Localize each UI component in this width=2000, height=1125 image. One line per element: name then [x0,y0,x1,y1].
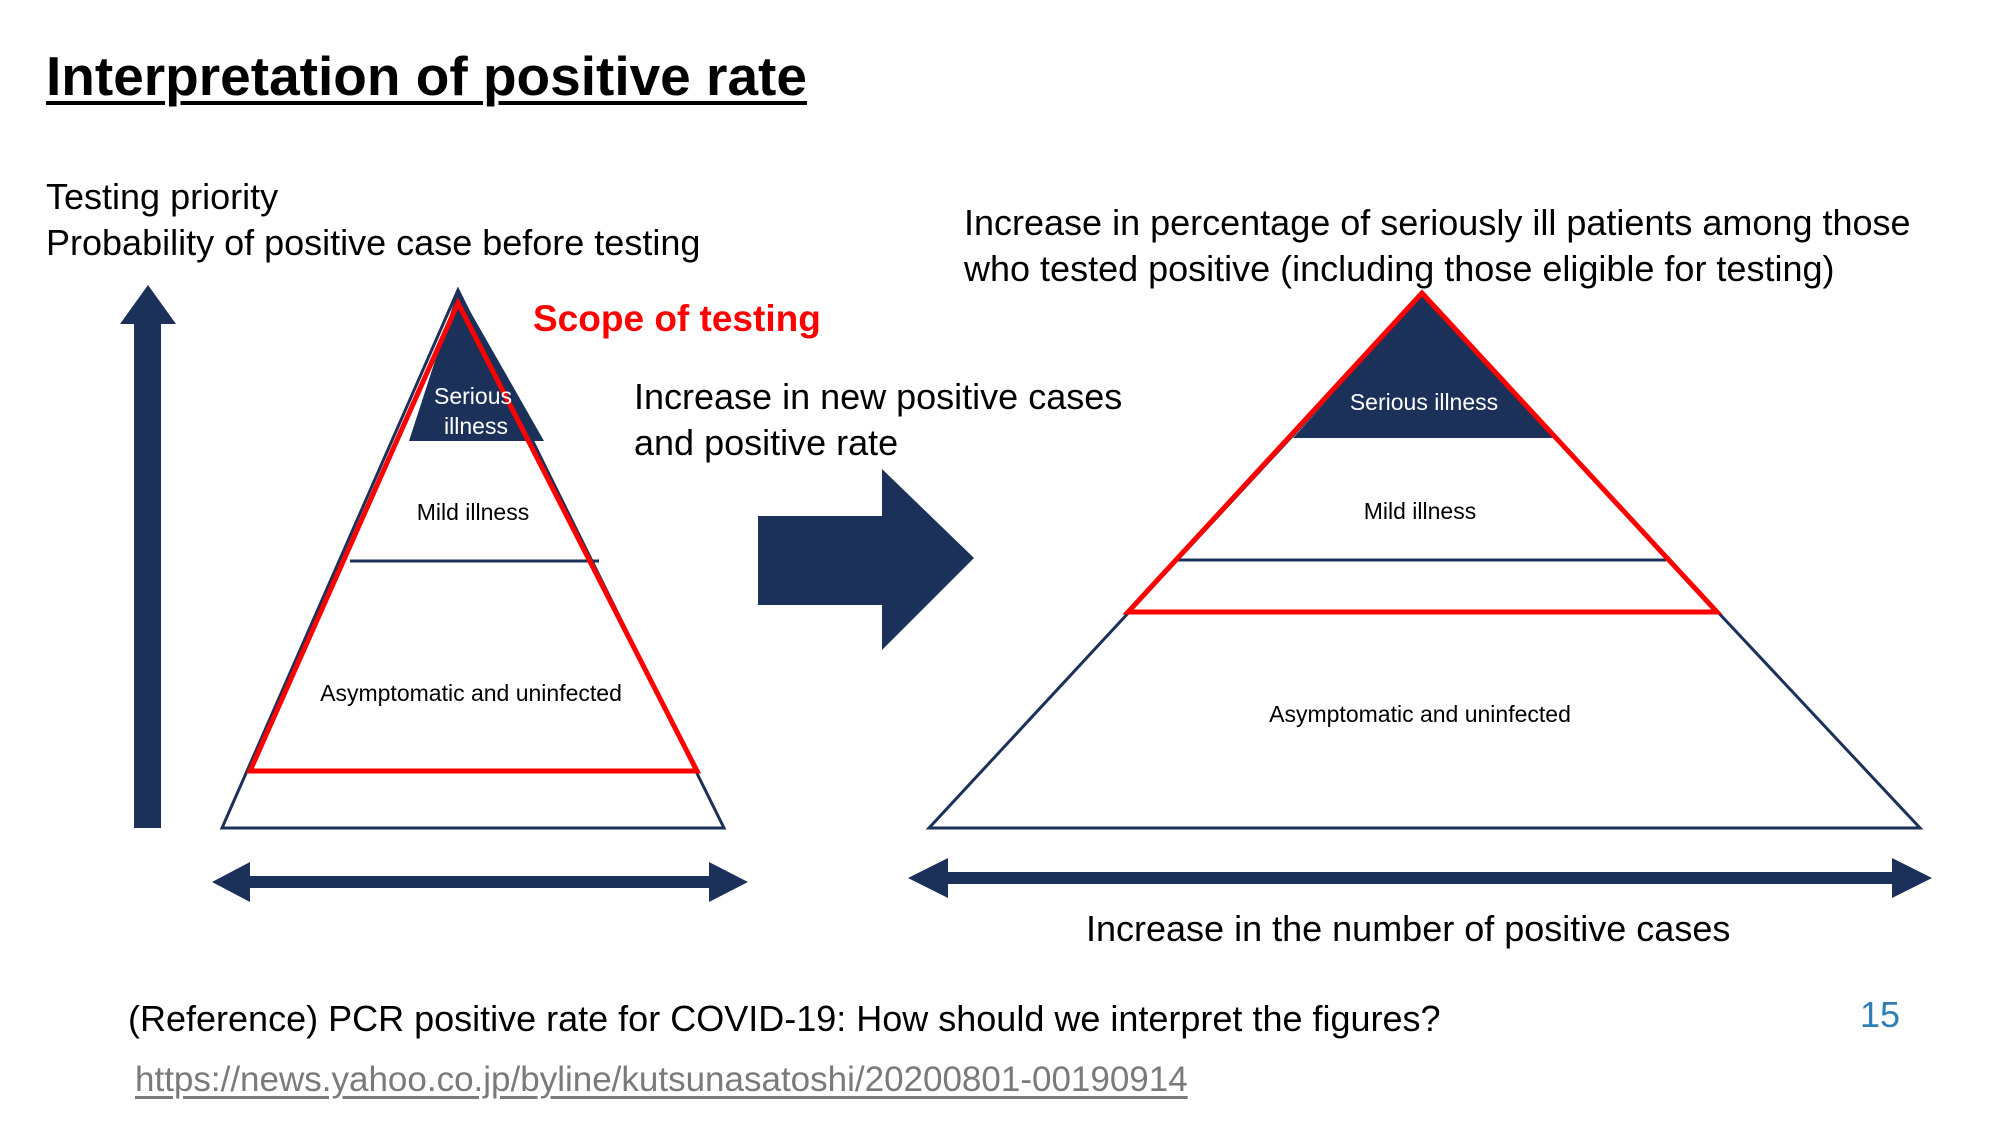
right-header-line2: who tested positive (including those eli… [964,248,1835,289]
page-number: 15 [1860,994,1901,1035]
right-tier-mild: Mild illness [1364,498,1476,524]
right-header: Increase in percentage of seriously ill … [964,200,1911,292]
right-horizontal-arrow [908,858,1932,898]
middle-arrow-label-line1: Increase in new positive cases [634,376,1123,417]
right-tier-serious: Serious illness [1350,389,1498,415]
right-pyramid-serious-fill [1293,296,1554,438]
middle-right-arrow [758,469,974,650]
right-scope-of-testing-outline [1122,289,1723,615]
left-horizontal-arrow [212,862,748,902]
right-bottom-label: Increase in the number of positive cases [1086,908,1731,949]
left-tier-serious-line2: illness [444,413,508,439]
left-tier-serious-line1: Serious [434,383,512,409]
vertical-priority-arrow [120,285,176,828]
right-header-line1: Increase in percentage of seriously ill … [964,202,1911,243]
right-tier-asymptomatic: Asymptomatic and uninfected [1269,701,1571,727]
left-tier-mild: Mild illness [417,499,529,525]
left-axis-label-line1: Testing priority [46,176,279,217]
reference-link[interactable]: https://news.yahoo.co.jp/byline/kutsunas… [135,1060,1188,1099]
slide-title: Interpretation of positive rate [46,45,807,107]
middle-arrow-label-line2: and positive rate [634,422,899,463]
middle-arrow-label: Increase in new positive cases and posit… [634,374,1122,466]
left-tier-asymptomatic: Asymptomatic and uninfected [320,680,622,706]
left-axis-label: Testing priority Probability of positive… [46,174,700,266]
scope-of-testing-label: Scope of testing [533,298,821,339]
left-axis-label-line2: Probability of positive case before test… [46,222,701,263]
reference-text: (Reference) PCR positive rate for COVID-… [128,998,1441,1039]
left-scope-of-testing-outline [246,297,702,774]
